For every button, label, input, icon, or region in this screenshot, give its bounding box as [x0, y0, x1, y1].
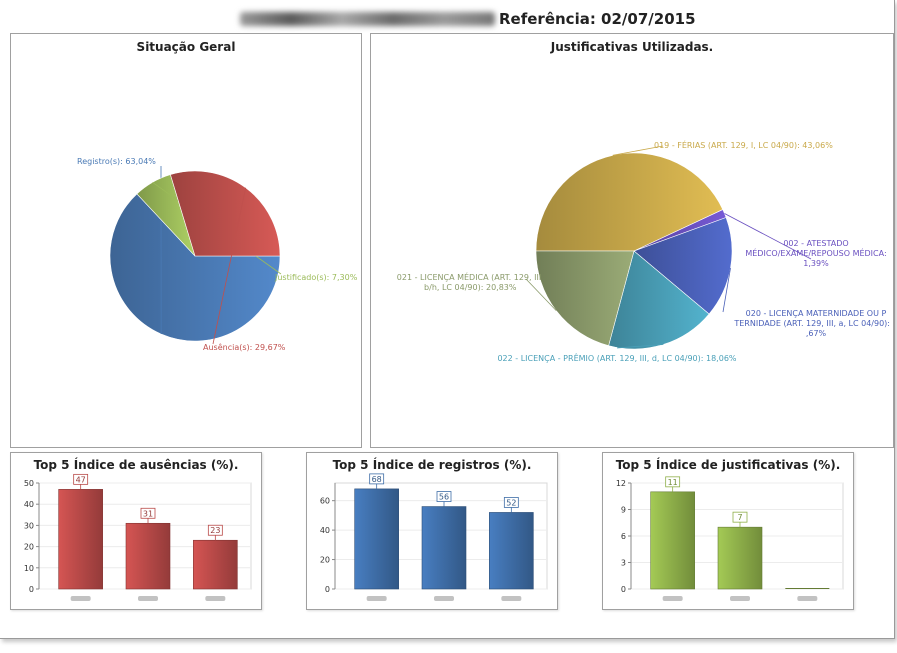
- situacao-geral-panel: Situação Geral Registro(s): 63,04% Justif…: [10, 33, 362, 448]
- justificativas-bar-chart: 0 3 6 9 12 11 7: [616, 476, 844, 601]
- situacao-pie-leader-line: [212, 187, 247, 345]
- justificativas-bar-y-tick-label: 0: [621, 585, 626, 594]
- ausencias-value-label-box: [140, 507, 156, 519]
- registros-y-tick-label: 60: [320, 497, 330, 506]
- ausencias-y-tick-label: 10: [24, 564, 34, 573]
- justificativas-pie-leader-line: [525, 278, 557, 311]
- registros-redacted-category-label: [434, 596, 454, 601]
- justificativas-pie-slice-label: 022 - LICENÇA - PRÊMIO (ART. 129, III, d…: [497, 352, 736, 363]
- justificativas-bar-y-tick-label: 3: [621, 559, 626, 568]
- justificativas-bar-bar: [717, 526, 763, 590]
- ausencias-value-label-box: [73, 473, 89, 485]
- justificativas-pie-slice-label: 020 - LICENÇA MATERNIDADE OU P TERNIDADE …: [733, 309, 893, 338]
- justificativas-panel: Justificativas Utilizadas. 019 - FÉRIAS …: [370, 33, 894, 448]
- justificativas-bar-redacted-category-label: [662, 596, 683, 601]
- justificativas-bar-value-label: 7: [737, 513, 742, 522]
- ausencias-redacted-category-label: [138, 596, 158, 601]
- reference-date: Referência: 02/07/2015: [499, 10, 696, 28]
- registros-value-label: 68: [372, 475, 382, 484]
- registros-y-tick-label: 20: [320, 556, 330, 565]
- justificativas-pie-chart: 019 - FÉRIAS (ART. 129, I, LC 04/90): 43…: [397, 139, 893, 363]
- ausencias-value-label-box: [207, 524, 223, 536]
- justificativas-bar-value-label: 11: [668, 478, 678, 487]
- justificativas-bar-value-label-box: [732, 511, 748, 523]
- justificativas-pie-leader-line: [616, 344, 664, 349]
- justificativas-pie-slice-label: 002 - ATESTADO MÉDICO/EXAME/REPOUSO MÉDIC…: [745, 239, 886, 268]
- ausencias-bar: [125, 522, 171, 590]
- justificativas-bar-title: Top 5 Índice de justificativas (%).: [615, 458, 841, 472]
- ausencias-value-label: 23: [210, 526, 220, 535]
- ausencias-value-label: 31: [143, 509, 153, 518]
- justificativas-pie-slice-label: 019 - FÉRIAS (ART. 129, I, LC 04/90): 43…: [654, 139, 833, 150]
- ausencias-bar: [58, 489, 103, 590]
- justificativas-bar-redacted-category-label: [797, 596, 818, 601]
- ausencias-y-tick-label: 30: [24, 521, 34, 530]
- ausencias-y-tick-label: 50: [24, 479, 34, 488]
- ausencias-y-tick-label: 40: [24, 500, 34, 509]
- registros-panel: Top 5 Índice de registros (%). 0 20 40 60 68…: [306, 452, 558, 610]
- report-header: Referência: 02/07/2015: [240, 8, 696, 30]
- justificativas-pie-slice: [633, 217, 733, 315]
- justificativas-bar-y-tick-label: 6: [621, 532, 626, 541]
- registros-value-label: 56: [439, 493, 449, 502]
- justificativas-title: Justificativas Utilizadas.: [550, 40, 714, 54]
- situacao-pie-slice-label: Justificado(s): 7,30%: [274, 273, 358, 282]
- situacao-pie-slice-label: Registro(s): 63,04%: [77, 157, 156, 166]
- justificativas-pie-slice: [535, 250, 635, 347]
- redacted-organization-name: [240, 12, 495, 26]
- report-frame: [0, 0, 895, 639]
- justificativas-bar-redacted-category-label: [730, 596, 750, 601]
- ausencias-title: Top 5 Índice de ausências (%).: [33, 458, 239, 472]
- justificativas-bar-bar: [650, 491, 695, 590]
- ausencias-bar: [193, 539, 238, 590]
- justificativas-bar-panel: Top 5 Índice de justificativas (%). 0 3 6 9…: [602, 452, 854, 610]
- registros-redacted-category-label: [366, 596, 387, 601]
- registros-y-tick-label: 40: [320, 526, 330, 535]
- ausencias-value-label: 47: [76, 475, 86, 484]
- registros-title: Top 5 Índice de registros (%).: [332, 458, 532, 472]
- registros-bar: [489, 512, 534, 590]
- situacao-geral-title: Situação Geral: [136, 40, 236, 54]
- registros-value-label-box: [369, 473, 385, 485]
- registros-value-label-box: [436, 491, 452, 502]
- ausencias-redacted-category-label: [205, 596, 226, 601]
- ausencias-y-tick-label: 0: [29, 585, 34, 594]
- justificativas-bar-y-tick-label: 9: [621, 506, 626, 515]
- ausencias-bar-chart: 0 10 20 30 40 50 47 31 23: [24, 473, 252, 601]
- registros-bar: [421, 506, 467, 590]
- ausencias-panel: Top 5 Índice de ausências (%). 0 10 20 30 40…: [10, 452, 262, 610]
- justificativas-pie-slice: [608, 250, 710, 350]
- justificativas-bar-value-label-box: [665, 476, 681, 488]
- registros-value-label: 52: [506, 498, 516, 507]
- registros-value-label-box: [503, 497, 519, 508]
- registros-y-tick-label: 0: [325, 585, 330, 594]
- registros-bar-chart: 0 20 40 60 68 56 52: [320, 473, 548, 601]
- justificativas-pie-slice-label: 021 - LICENÇA MÉDICA (ART. 129, III b/h,…: [397, 271, 541, 292]
- registros-bar: [354, 488, 399, 590]
- ausencias-redacted-category-label: [70, 596, 91, 601]
- justificativas-pie-leader-line: [724, 213, 812, 260]
- situacao-pie-slice-label: Ausência(s): 29,67%: [203, 342, 286, 352]
- registros-redacted-category-label: [501, 596, 522, 601]
- justificativas-bar-y-tick-label: 12: [616, 479, 626, 488]
- ausencias-y-tick-label: 20: [24, 543, 34, 552]
- justificativas-pie-leader-line: [612, 145, 664, 156]
- situacao-geral-pie-chart: Registro(s): 63,04% Justificado(s): 7,30%…: [77, 157, 358, 352]
- justificativas-pie-leader-line: [722, 267, 731, 313]
- situacao-pie-slice: [109, 193, 281, 342]
